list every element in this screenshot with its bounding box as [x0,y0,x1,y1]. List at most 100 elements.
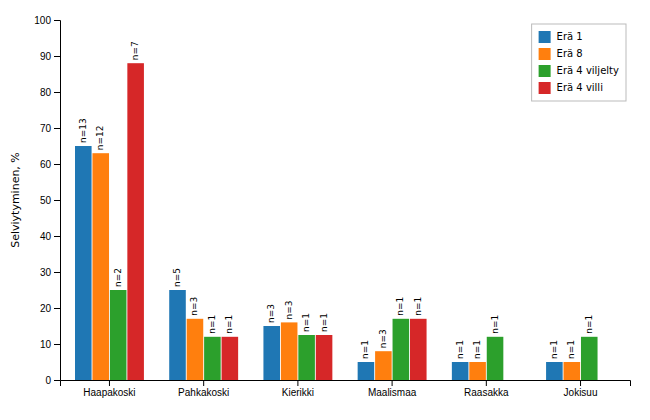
bar-label: n=3 [378,329,388,348]
bar [263,326,280,380]
x-tick-mark [203,380,204,386]
x-tick-label: Maalismaa [368,387,417,398]
y-axis: 0102030405060708090100 [34,15,60,386]
y-tick-label: 10 [40,339,52,350]
bar-label: n=1 [566,340,576,359]
legend-item: Erä 4 viljelty [539,65,619,77]
bar [110,290,127,380]
bar-labels: n=13 n=5 n=3 n=1 n=1 n=1 n=12 n=3 n=3 n=3 n=1 n=1 n=… [78,41,594,359]
bar-series [110,290,598,380]
y-tick: 30 [40,267,60,278]
bar-label: n=12 [95,125,105,150]
y-tick-label: 80 [40,87,52,98]
bar [281,322,298,380]
bar [410,319,427,380]
x-axis-line [61,381,631,387]
bar [598,380,615,381]
bar [469,362,486,380]
y-tick-label: 20 [40,303,52,314]
bar-label: n=3 [284,300,294,319]
y-tick-mark [54,308,60,309]
bar-label: n=1 [413,297,423,316]
bar [581,337,598,380]
bar-label: n=2 [113,268,123,287]
bar [393,319,410,380]
legend-swatch [539,82,551,94]
bar-series [92,153,580,380]
y-tick-label: 100 [34,15,51,26]
y-tick-label: 0 [45,375,51,386]
y-tick: 60 [40,159,60,170]
y-tick: 0 [45,375,60,386]
bar-series [127,63,426,380]
bar-series [75,146,563,380]
bar [92,153,109,380]
y-tick-mark [54,92,60,93]
y-tick-label: 90 [40,51,52,62]
y-tick: 100 [34,15,60,26]
y-tick-label: 30 [40,267,52,278]
y-tick-mark [54,344,60,345]
bar-label: n=1 [584,315,594,334]
y-tick: 90 [40,51,60,62]
bar [564,362,581,380]
x-tick: Kierikki [282,380,314,398]
bar [452,362,469,380]
bar [298,335,315,380]
y-axis-title: Selviytyminen, % [9,152,22,248]
x-axis: Haapakoski Pahkakoski Kierikki Maalismaa Raa… [61,380,631,398]
bar-label: n=1 [549,340,559,359]
bar-label: n=1 [301,313,311,332]
x-tick-label: Pahkakoski [178,387,229,398]
x-tick-mark [297,380,298,386]
legend-label: Erä 4 viljelty [557,65,619,76]
legend-swatch [539,31,551,43]
x-tick: Pahkakoski [178,380,229,398]
x-tick-label: Haapakoski [83,387,135,398]
bar-label: n=1 [319,313,329,332]
legend-item: Erä 4 villi [539,82,603,94]
bars [75,63,598,380]
y-tick-label: 60 [40,159,52,170]
legend-swatch [539,48,551,60]
bar-label: n=1 [490,315,500,334]
legend: Erä 1Erä 8Erä 4 viljeltyErä 4 villi [532,24,626,101]
x-tick-label: Kierikki [282,387,314,398]
x-tick-label: Raasakka [464,387,509,398]
bar [127,63,144,380]
bar [187,319,204,380]
y-tick-mark [54,56,60,57]
legend-swatch [539,65,551,77]
x-tick: Raasakka [464,380,509,398]
x-tick-mark [580,380,581,386]
bar-label: n=1 [207,315,217,334]
bar-label: n=5 [172,268,182,287]
x-tick: Jokisuu [564,380,598,398]
legend-label: Erä 4 villi [557,82,603,93]
bar [169,290,186,380]
chart: 0102030405060708090100HaapakoskiPahkakos… [0,0,650,420]
y-tick: 80 [40,87,60,98]
y-tick-mark [54,164,60,165]
x-tick: Haapakoski [83,380,135,398]
legend-label: Erä 8 [557,48,583,59]
plot: 0102030405060708090100HaapakoskiPahkakos… [34,15,630,398]
y-tick-mark [54,236,60,237]
bar [358,362,375,380]
bar-label: n=3 [266,304,276,323]
bar [204,337,221,380]
y-tick-label: 70 [40,123,52,134]
bar [546,362,563,380]
y-tick-mark [54,20,60,21]
bar-label: n=1 [224,315,234,334]
bar-label: n=3 [189,297,199,316]
bar [222,337,239,380]
bar [375,351,392,380]
bar-label: n=7 [130,41,140,60]
y-tick: 10 [40,339,60,350]
bar-label: n=13 [78,118,88,143]
bar-label: n=1 [360,340,370,359]
x-tick-label: Jokisuu [564,387,598,398]
y-tick-label: 40 [40,231,52,242]
bar [487,337,504,380]
